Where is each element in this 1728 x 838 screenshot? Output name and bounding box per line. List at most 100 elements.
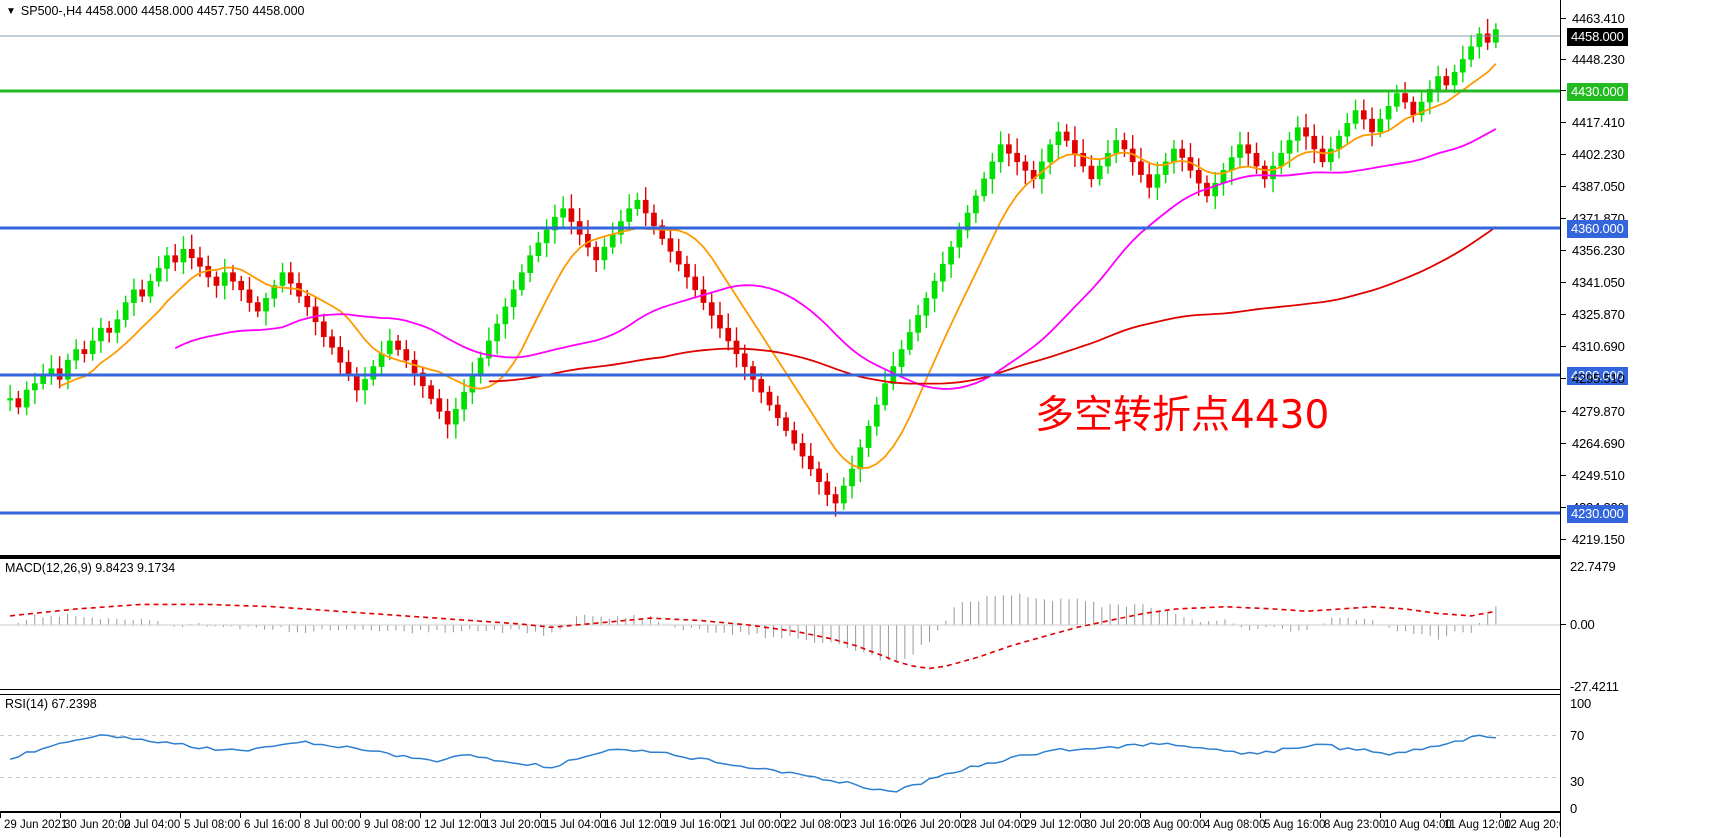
price-tick <box>1561 250 1566 251</box>
candle-body <box>1459 59 1466 73</box>
price-axis-label: 4463.410 <box>1572 11 1625 26</box>
candle-body <box>741 353 748 367</box>
price-tick <box>1561 443 1566 444</box>
time-tick <box>600 813 601 818</box>
candle-body <box>32 383 38 391</box>
triangle-down-icon[interactable]: ▼ <box>6 6 16 17</box>
rsi-panel[interactable]: RSI(14) 67.2398 <box>0 694 1560 812</box>
candle-body <box>535 242 542 256</box>
candle-body <box>799 443 806 457</box>
price-tag-4360-000: 4360.000 <box>1567 220 1628 238</box>
candle-body <box>213 276 220 286</box>
candle-body <box>1435 76 1441 90</box>
main-price-panel[interactable]: ▼ SP500-,H4 4458.000 4458.000 4457.750 44… <box>0 0 1560 556</box>
time-axis-label: 3 Aug 00:00 <box>1144 819 1206 831</box>
candles <box>7 18 1499 517</box>
candle-body <box>263 297 269 312</box>
time-tick <box>960 813 961 818</box>
candle-body <box>419 372 426 387</box>
candle-body <box>164 255 170 269</box>
price-axis-label: 4402.230 <box>1572 147 1625 162</box>
price-tag-4300-000: 4300.000 <box>1567 367 1628 385</box>
candle-body <box>997 144 1004 163</box>
macd-label: MACD(12,26,9) 9.8423 9.1734 <box>5 561 176 575</box>
time-tick <box>1080 813 1081 818</box>
candle-body <box>1096 165 1103 180</box>
candle-body <box>733 340 740 355</box>
time-axis-label: 22 Jul 08:00 <box>784 819 847 831</box>
candle-body <box>865 425 872 448</box>
candle-body <box>560 208 567 218</box>
time-tick <box>480 813 481 818</box>
time-axis-label: 5 Aug 16:00 <box>1264 819 1326 831</box>
candle-body <box>981 178 987 197</box>
price-tick <box>1561 539 1566 540</box>
candle-body <box>131 289 137 303</box>
candle-body <box>642 199 649 214</box>
candle-body <box>593 246 600 261</box>
candle-body <box>725 327 732 342</box>
candle-body <box>122 302 129 320</box>
candle-body <box>114 319 121 333</box>
candle-body <box>1063 131 1070 141</box>
time-axis-label: 13 Jul 20:00 <box>484 819 547 831</box>
candle-body <box>1228 157 1235 171</box>
time-tick <box>780 813 781 818</box>
price-tick <box>1561 507 1566 508</box>
time-tick <box>1260 813 1261 818</box>
candle-body <box>172 255 179 263</box>
candle-body <box>444 411 451 425</box>
candle-body <box>1088 165 1095 180</box>
time-axis[interactable]: 29 Jun 2021 30 Jun 20:00 2 Jul 04:00 5 Jul … <box>0 812 1572 838</box>
rsi-plot <box>0 734 1560 793</box>
candle-body <box>1022 161 1029 171</box>
price-axis-label: 4249.510 <box>1572 468 1625 483</box>
price-axis-label: 4310.690 <box>1572 339 1625 354</box>
candle-body <box>989 161 996 180</box>
price-axis-label: 4356.230 <box>1572 243 1625 258</box>
candle-body <box>651 212 657 227</box>
candle-body <box>106 327 113 333</box>
candle-body <box>1154 174 1161 188</box>
candle-body <box>1162 161 1169 175</box>
time-axis-label: 6 Jul 16:00 <box>244 819 301 831</box>
candle-body <box>882 383 888 406</box>
ma-mid-line <box>174 128 1497 390</box>
candle-body <box>1080 152 1087 167</box>
candle-body <box>89 340 96 355</box>
candle-body <box>1360 110 1367 120</box>
time-tick <box>120 813 121 818</box>
candle-body <box>659 225 666 239</box>
candle-body <box>816 468 822 483</box>
candle-body <box>1072 140 1078 154</box>
candle-body <box>1171 148 1177 163</box>
candle-body <box>1410 101 1417 116</box>
candle-body <box>1344 123 1351 137</box>
candle-body <box>320 321 327 337</box>
candle-body <box>452 408 459 425</box>
candle-body <box>634 199 641 210</box>
candle-body <box>1138 161 1144 175</box>
candle-body <box>675 251 682 265</box>
price-axis-label: 4387.050 <box>1572 179 1625 194</box>
time-axis-label: 21 Jul 00:00 <box>724 819 787 831</box>
candle-body <box>403 349 410 361</box>
candle-body <box>1237 144 1243 158</box>
candle-body <box>1311 135 1318 150</box>
price-scale[interactable]: 4463.4104458.0004448.2304433.5904430.000… <box>1560 0 1728 837</box>
time-tick <box>1320 813 1321 818</box>
macd-panel[interactable]: MACD(12,26,9) 9.8423 9.1734 <box>0 558 1560 690</box>
candle-body <box>271 285 278 299</box>
candle-body <box>1484 33 1491 43</box>
candle-body <box>609 234 616 248</box>
time-axis-label: 16 Jul 12:00 <box>604 819 667 831</box>
time-axis-label: 4 Aug 08:00 <box>1204 819 1266 831</box>
candle-body <box>1476 33 1483 47</box>
candle-body <box>948 246 954 265</box>
time-tick <box>1020 813 1021 818</box>
price-tag-4230-000: 4230.000 <box>1567 505 1628 523</box>
rsi-axis-label: 0 <box>1570 801 1578 816</box>
price-tick <box>1561 314 1566 315</box>
candle-body <box>1055 131 1062 146</box>
